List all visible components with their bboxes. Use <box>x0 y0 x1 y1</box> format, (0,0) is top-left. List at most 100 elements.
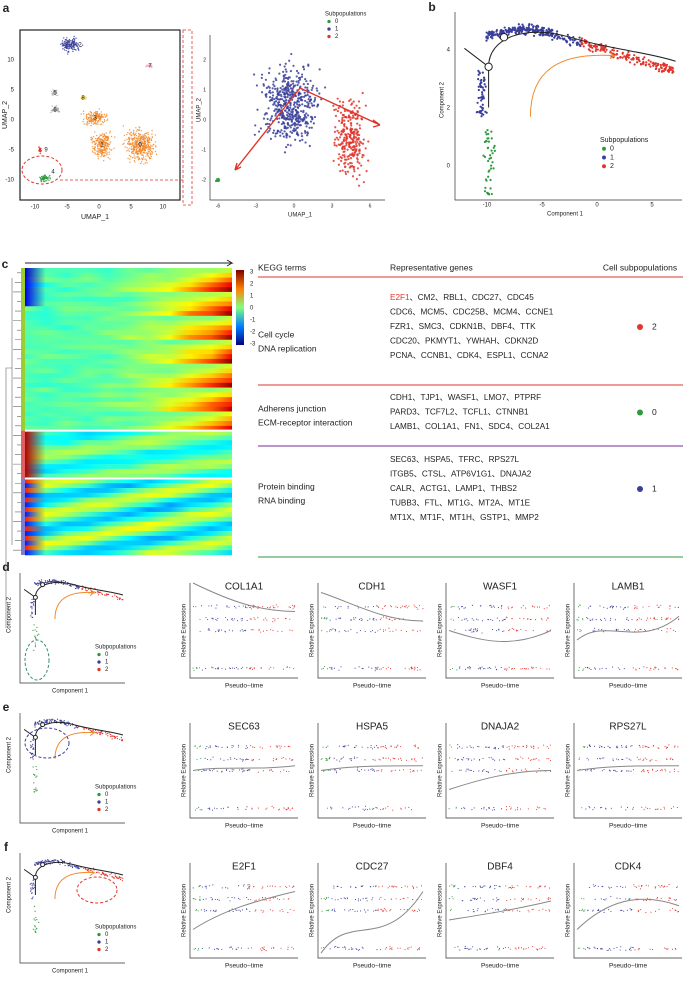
dot <box>138 139 141 141</box>
dot <box>98 108 100 110</box>
dot <box>99 120 101 122</box>
dot <box>548 758 550 760</box>
dot <box>314 96 317 100</box>
dot <box>312 122 315 125</box>
dot <box>273 109 276 112</box>
dot <box>318 92 321 95</box>
dot <box>308 126 311 129</box>
dot <box>323 606 325 608</box>
dot <box>101 115 104 118</box>
gene-list: CDC20、PKMYT1、YWHAH、CDKN2D <box>390 337 538 346</box>
dot <box>358 152 361 155</box>
dot <box>124 139 126 142</box>
dot <box>132 157 134 159</box>
dot <box>85 98 87 101</box>
gene-title: WASF1 <box>483 582 518 593</box>
dot <box>264 93 267 96</box>
dot <box>316 105 319 108</box>
heatmap-row <box>25 497 232 503</box>
dot <box>484 85 487 88</box>
dot <box>44 174 46 177</box>
dot <box>136 146 139 148</box>
dot <box>382 608 384 610</box>
dot <box>527 668 529 670</box>
dot <box>335 772 338 774</box>
dot <box>147 152 150 154</box>
dot <box>130 131 132 134</box>
dot <box>70 46 72 48</box>
dot <box>465 770 467 772</box>
dot <box>470 628 472 630</box>
dot <box>97 147 99 150</box>
dot <box>293 124 297 127</box>
dot <box>242 771 244 773</box>
dot <box>394 746 396 748</box>
dot <box>131 151 133 153</box>
dot <box>523 27 526 31</box>
dot <box>648 606 650 608</box>
dot <box>40 579 43 581</box>
heatmap-row <box>25 454 232 460</box>
dot <box>256 108 259 111</box>
dot <box>614 619 616 621</box>
dot <box>64 44 66 46</box>
dot <box>547 617 549 619</box>
dot <box>653 668 655 670</box>
dot <box>102 159 105 162</box>
legend-marker <box>602 155 606 160</box>
dot <box>83 123 85 125</box>
dot <box>55 89 57 91</box>
dot <box>136 144 138 146</box>
dot <box>405 759 407 761</box>
dot <box>50 718 52 721</box>
legend-marker <box>97 800 101 804</box>
dot <box>138 126 140 128</box>
dot <box>553 36 556 39</box>
dot <box>149 146 152 148</box>
y-axis-label: Relative Expression <box>310 744 316 797</box>
dot <box>468 666 470 668</box>
dot <box>397 744 399 746</box>
dot <box>283 769 285 771</box>
dot <box>289 87 293 90</box>
dot <box>347 607 349 609</box>
dot <box>133 136 136 138</box>
dot <box>40 175 43 178</box>
dot <box>365 170 368 173</box>
dot <box>267 85 270 88</box>
dot <box>268 67 271 70</box>
dot <box>361 746 363 748</box>
dot <box>655 666 657 668</box>
dot <box>486 129 489 132</box>
dot <box>30 606 32 608</box>
dot <box>549 759 552 762</box>
dot <box>228 606 230 608</box>
dot <box>34 646 37 648</box>
x-tick-label: 10 <box>160 205 167 211</box>
dot <box>289 130 292 133</box>
dot <box>72 48 74 51</box>
x-axis-label: Pseudo−time <box>609 683 648 690</box>
dot <box>276 90 279 93</box>
dot <box>97 121 99 123</box>
table-header: Representative genes <box>390 262 473 272</box>
dot <box>283 125 286 128</box>
dot <box>94 131 96 133</box>
y-axis-label: Component 2 <box>440 81 446 118</box>
subpop-marker <box>637 409 643 416</box>
dot <box>70 585 72 587</box>
dot <box>96 150 98 152</box>
dot <box>107 143 109 146</box>
dot <box>388 627 390 629</box>
trend-curve <box>320 765 424 771</box>
dot <box>483 78 486 81</box>
dot <box>292 108 295 111</box>
dot <box>349 129 353 132</box>
dot <box>215 607 217 609</box>
dot <box>653 616 655 618</box>
dot <box>410 809 413 811</box>
dot <box>281 88 284 91</box>
dot <box>404 667 406 669</box>
dot <box>63 49 66 51</box>
dot <box>513 628 515 630</box>
